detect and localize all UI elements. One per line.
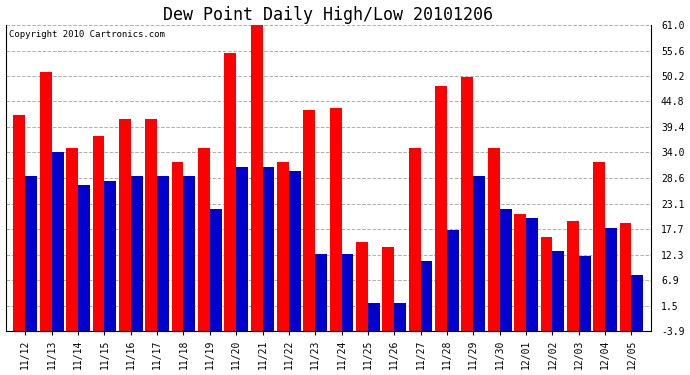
Bar: [553, 251, 564, 331]
Bar: [198, 148, 210, 331]
Bar: [315, 254, 327, 331]
Bar: [473, 176, 485, 331]
Bar: [514, 214, 526, 331]
Bar: [92, 136, 104, 331]
Bar: [130, 176, 143, 331]
Bar: [631, 275, 643, 331]
Bar: [368, 303, 380, 331]
Bar: [277, 162, 289, 331]
Bar: [26, 176, 37, 331]
Bar: [435, 86, 447, 331]
Bar: [567, 221, 579, 331]
Bar: [526, 218, 538, 331]
Bar: [145, 119, 157, 331]
Bar: [78, 185, 90, 331]
Bar: [488, 148, 500, 331]
Bar: [342, 254, 353, 331]
Bar: [356, 242, 368, 331]
Bar: [304, 110, 315, 331]
Bar: [408, 148, 421, 331]
Bar: [289, 171, 301, 331]
Bar: [40, 72, 52, 331]
Bar: [605, 228, 617, 331]
Bar: [224, 53, 236, 331]
Bar: [579, 256, 591, 331]
Bar: [172, 162, 184, 331]
Bar: [540, 237, 553, 331]
Bar: [210, 209, 221, 331]
Bar: [462, 77, 473, 331]
Bar: [184, 176, 195, 331]
Bar: [620, 223, 631, 331]
Bar: [447, 230, 459, 331]
Bar: [157, 176, 169, 331]
Bar: [593, 162, 605, 331]
Bar: [330, 108, 342, 331]
Text: Copyright 2010 Cartronics.com: Copyright 2010 Cartronics.com: [9, 30, 165, 39]
Bar: [104, 181, 116, 331]
Bar: [262, 166, 275, 331]
Bar: [119, 119, 130, 331]
Bar: [52, 152, 63, 331]
Bar: [394, 303, 406, 331]
Title: Dew Point Daily High/Low 20101206: Dew Point Daily High/Low 20101206: [164, 6, 493, 24]
Bar: [14, 115, 26, 331]
Bar: [382, 247, 394, 331]
Bar: [250, 20, 262, 331]
Bar: [66, 148, 78, 331]
Bar: [500, 209, 511, 331]
Bar: [421, 261, 433, 331]
Bar: [236, 166, 248, 331]
